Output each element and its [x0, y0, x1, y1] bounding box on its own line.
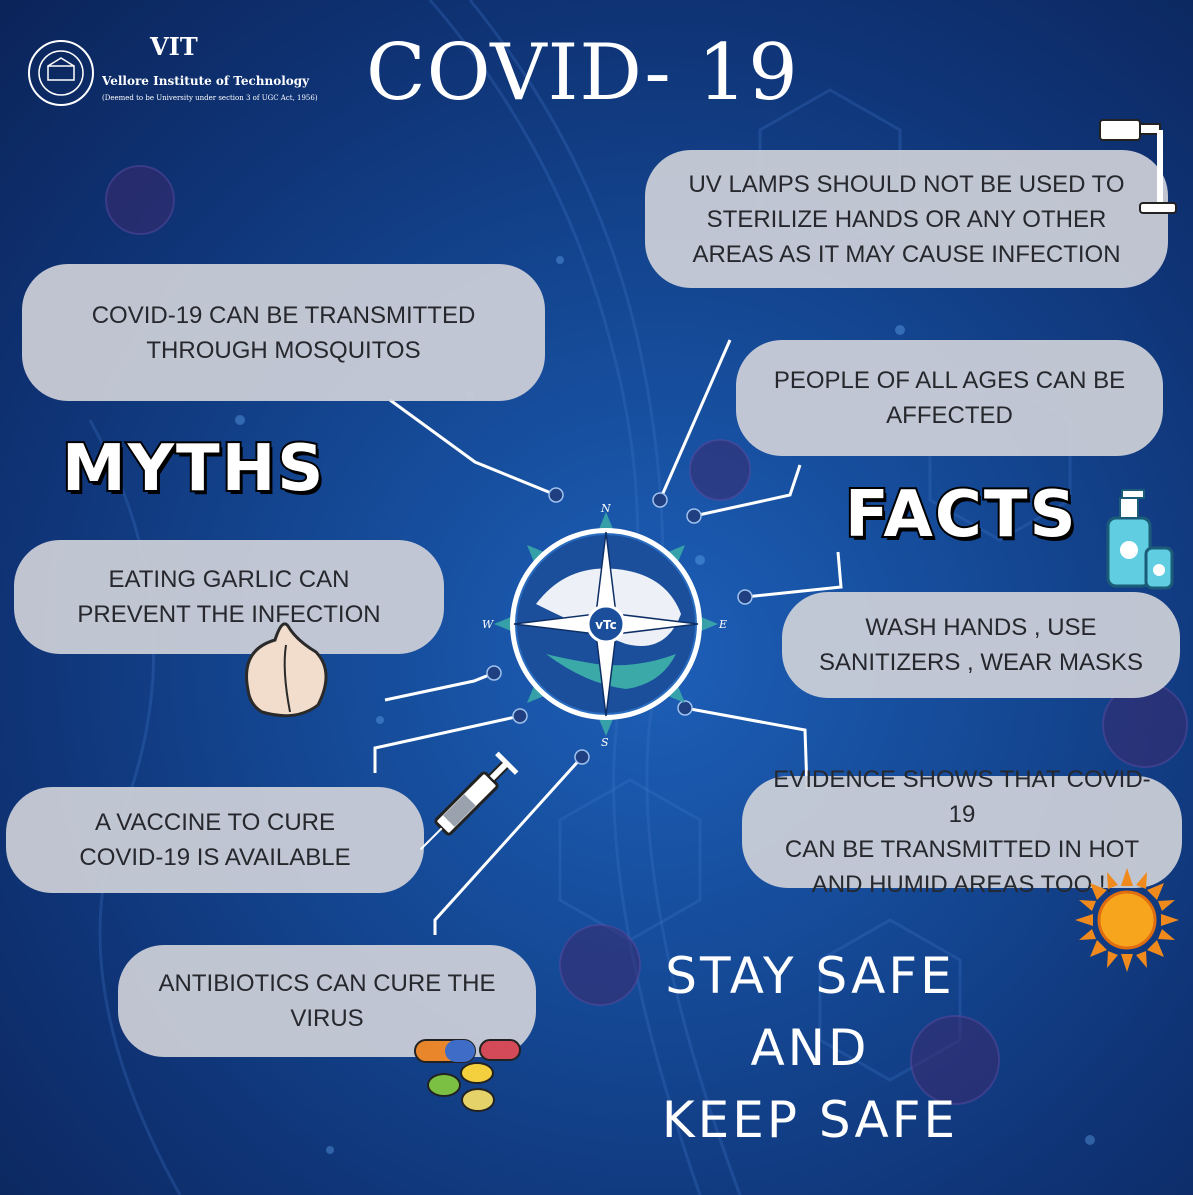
connector-fact-1 [658, 339, 732, 501]
slogan-line-1: STAY SAFE [665, 947, 955, 1005]
connector-fact-2 [693, 464, 802, 518]
uv-lamp-icon [1099, 119, 1177, 214]
fact-bubble-1: UV LAMPS SHOULD NOT BE USED TO STERILIZE… [645, 150, 1168, 288]
syringe-icon [419, 751, 519, 851]
sanitizer-icon [1106, 489, 1174, 590]
slogan-line-2: AND [750, 1019, 870, 1077]
page-title: COVID- 19 [366, 28, 799, 118]
myth-text-4: ANTIBIOTICS CAN CURE THE VIRUS [158, 970, 496, 1032]
compass-west: W [482, 618, 495, 631]
compass-center-logo: vTc [595, 618, 617, 632]
sun-icon [1075, 868, 1179, 972]
fact-bubble-4: EVIDENCE SHOWS THAT COVID-19 CAN BE TRAN… [742, 766, 1182, 898]
fact-bubble-3: WASH HANDS , USE SANITIZERS , WEAR MASKS [782, 592, 1180, 698]
pills-icon [414, 1039, 521, 1112]
myth-text-2: EATING GARLIC CAN PREVENT THE INFECTION [77, 566, 381, 628]
myth-bubble-1: COVID-19 CAN BE TRANSMITTED THROUGH MOSQ… [22, 264, 545, 401]
connector-myth-1 [389, 398, 557, 497]
compass-east: E [718, 618, 727, 631]
facts-heading: FACTS [843, 476, 1078, 554]
myths-heading: MYTHS [60, 430, 326, 508]
fact-text-1: UV LAMPS SHOULD NOT BE USED TO STERILIZE… [688, 170, 1125, 268]
fact-bubble-2: PEOPLE OF ALL AGES CAN BE AFFECTED [736, 340, 1163, 456]
compass-north: N [600, 502, 611, 515]
myth-bubble-3: A VACCINE TO CURE COVID-19 IS AVAILABLE [6, 787, 424, 893]
connector-myth-4 [433, 755, 584, 935]
connector-myth-3 [373, 714, 521, 773]
logo-subtitle: (Deemed to be University under section 3… [102, 94, 318, 102]
connector-fact-3 [744, 551, 843, 599]
slogan: STAY SAFE AND KEEP SAFE [620, 940, 1000, 1156]
vit-logo: VIT Vellore Institute of Technology (Dee… [26, 32, 318, 112]
slogan-line-3: KEEP SAFE [661, 1091, 959, 1149]
compass-south: S [601, 736, 609, 749]
logo-short-name: VIT [150, 32, 198, 61]
myth-text-3: A VACCINE TO CURE COVID-19 IS AVAILABLE [79, 809, 351, 871]
myth-bubble-2: EATING GARLIC CAN PREVENT THE INFECTION [14, 540, 444, 654]
myth-text-1: COVID-19 CAN BE TRANSMITTED THROUGH MOSQ… [91, 301, 476, 364]
myth-bubble-4: ANTIBIOTICS CAN CURE THE VIRUS [118, 945, 536, 1057]
vit-seal-icon [28, 40, 94, 106]
fact-text-4: EVIDENCE SHOWS THAT COVID-19 CAN BE TRAN… [773, 766, 1151, 898]
connector-fact-4 [684, 706, 809, 790]
fact-text-3: WASH HANDS , USE SANITIZERS , WEAR MASKS [818, 614, 1144, 676]
logo-full-name: Vellore Institute of Technology [102, 74, 310, 88]
garlic-icon [245, 622, 328, 718]
fact-text-2: PEOPLE OF ALL AGES CAN BE AFFECTED [773, 367, 1126, 429]
